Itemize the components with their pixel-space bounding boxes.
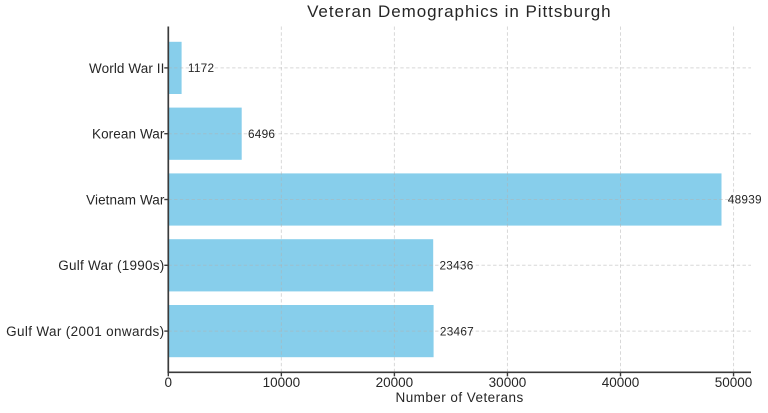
svg-text:30000: 30000 — [489, 375, 527, 390]
svg-text:Gulf War (2001 onwards): Gulf War (2001 onwards) — [6, 324, 164, 339]
svg-text:1172: 1172 — [188, 61, 214, 75]
svg-text:World War II: World War II — [89, 61, 164, 76]
svg-text:50000: 50000 — [715, 375, 753, 390]
svg-text:Veteran Demographics in Pittsb: Veteran Demographics in Pittsburgh — [307, 2, 611, 21]
svg-text:48939: 48939 — [728, 193, 762, 207]
svg-text:40000: 40000 — [602, 375, 640, 390]
svg-text:23436: 23436 — [440, 259, 474, 273]
svg-text:10000: 10000 — [263, 375, 301, 390]
svg-text:Vietnam War: Vietnam War — [86, 192, 165, 207]
svg-text:20000: 20000 — [376, 375, 414, 390]
svg-text:6496: 6496 — [248, 127, 275, 141]
svg-text:23467: 23467 — [440, 324, 474, 338]
svg-text:Number of Veterans: Number of Veterans — [396, 390, 524, 405]
svg-text:Gulf War (1990s): Gulf War (1990s) — [58, 258, 164, 273]
svg-text:Korean War: Korean War — [92, 127, 165, 142]
svg-text:0: 0 — [165, 375, 173, 390]
